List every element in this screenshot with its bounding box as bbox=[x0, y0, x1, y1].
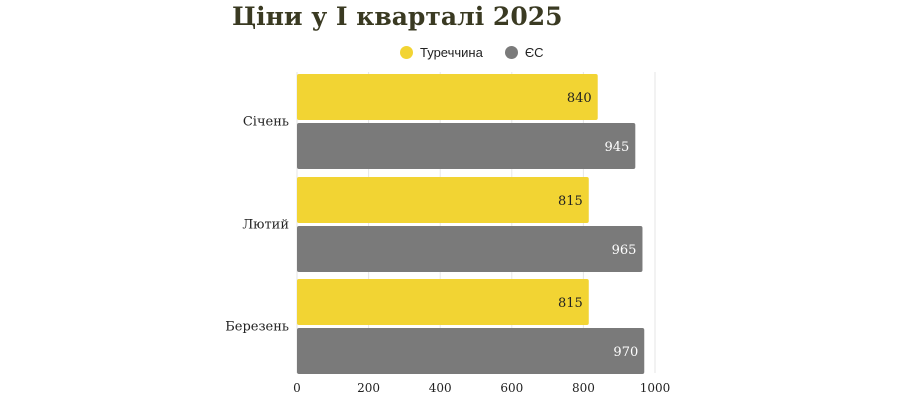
bar-turkey-1 bbox=[297, 177, 589, 223]
data-label-eu-2: 970 bbox=[613, 345, 638, 360]
legend-item-eu: ЄС bbox=[504, 44, 544, 60]
legend-swatch-turkey bbox=[400, 45, 413, 59]
x-tick-label-0: 0 bbox=[293, 381, 301, 395]
category-label-2: Березень bbox=[225, 320, 289, 335]
x-tick-label-600: 600 bbox=[500, 381, 523, 395]
bar-turkey-0 bbox=[297, 74, 598, 120]
legend-item-turkey: Туреччина bbox=[400, 45, 483, 60]
data-label-turkey-2: 815 bbox=[558, 296, 583, 311]
legend-swatch-eu bbox=[504, 45, 518, 59]
bar-eu-1 bbox=[297, 226, 643, 272]
legend: Туреччина ЄС bbox=[400, 42, 544, 62]
x-tick-label-1000: 1000 bbox=[640, 381, 671, 395]
data-label-turkey-0: 840 bbox=[567, 91, 592, 106]
category-label-0: Січень bbox=[243, 115, 289, 130]
data-label-eu-0: 945 bbox=[604, 140, 629, 155]
bar-turkey-2 bbox=[297, 279, 589, 325]
category-label-1: Лютий bbox=[242, 218, 289, 233]
bar-eu-0 bbox=[297, 123, 636, 169]
bar-eu-2 bbox=[297, 328, 645, 374]
chart-title: Ціни у І кварталі 2025 bbox=[232, 2, 563, 31]
legend-label-eu: ЄС bbox=[524, 44, 544, 60]
x-tick-label-400: 400 bbox=[429, 381, 452, 395]
data-label-turkey-1: 815 bbox=[558, 194, 583, 209]
data-label-eu-1: 965 bbox=[612, 243, 637, 258]
legend-label-turkey: Туреччина bbox=[420, 44, 483, 60]
x-tick-label-200: 200 bbox=[357, 381, 380, 395]
x-tick-label-800: 800 bbox=[572, 381, 595, 395]
bar-layer bbox=[297, 74, 645, 374]
label-layer: 0 200 400 600 800 1000 840 945 Січень 815 965 Лютий… bbox=[225, 91, 670, 395]
